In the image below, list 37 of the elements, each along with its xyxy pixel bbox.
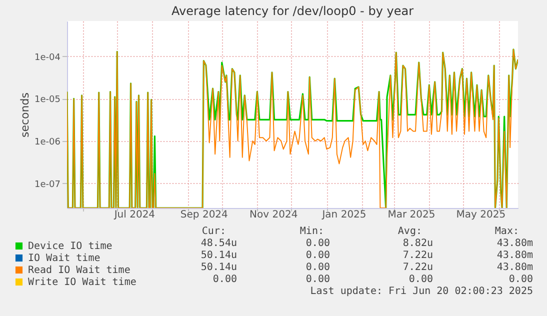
x-tick-label: May 2025 bbox=[456, 210, 506, 220]
legend-label: Read IO Wait time bbox=[28, 265, 130, 276]
text: 43.80m bbox=[496, 250, 533, 262]
text: Last update: Fri Jun 20 02:00:23 2025 bbox=[310, 286, 533, 298]
text: 8.82u bbox=[402, 238, 433, 250]
text: 48.54u bbox=[200, 238, 237, 250]
text: 7.22u bbox=[402, 262, 433, 274]
text: Min: bbox=[300, 226, 324, 238]
x-tick-label: Jul 2024 bbox=[113, 210, 156, 220]
text: 50.14u bbox=[200, 250, 237, 262]
legend-label: IO Wait time bbox=[28, 253, 100, 264]
chart-title: Average latency for /dev/loop0 - by year bbox=[171, 4, 414, 18]
x-tick-label: Mar 2025 bbox=[388, 210, 436, 220]
y-tick-label: 1e-06 bbox=[34, 138, 61, 148]
text: 0.00 bbox=[212, 274, 237, 286]
y-tick-label: 1e-07 bbox=[34, 180, 60, 190]
text: 7.22u bbox=[402, 250, 433, 262]
text: Avg: bbox=[398, 226, 422, 238]
text: 43.80m bbox=[496, 262, 533, 274]
x-tick-label: Sep 2024 bbox=[180, 210, 228, 220]
text: 0.00 bbox=[508, 274, 533, 286]
text: 0.00 bbox=[306, 238, 330, 250]
text: 0.00 bbox=[306, 250, 330, 262]
x-tick-label: Nov 2024 bbox=[250, 210, 298, 220]
text: 0.00 bbox=[306, 274, 330, 286]
legend-label: Write IO Wait time bbox=[28, 277, 136, 288]
y-tick-label: 1e-04 bbox=[34, 52, 61, 63]
legend-label: Device IO time bbox=[28, 241, 112, 252]
text: 0.00 bbox=[408, 274, 433, 286]
x-tick-label: Jan 2025 bbox=[321, 210, 366, 220]
text: 50.14u bbox=[200, 262, 237, 274]
y-axis-title: seconds bbox=[18, 92, 32, 138]
text: Cur: bbox=[202, 226, 226, 238]
y-tick-label: 1e-05 bbox=[34, 95, 60, 106]
text: Max: bbox=[494, 226, 519, 238]
text: 0.00 bbox=[306, 262, 330, 274]
text: 43.80m bbox=[496, 238, 533, 250]
